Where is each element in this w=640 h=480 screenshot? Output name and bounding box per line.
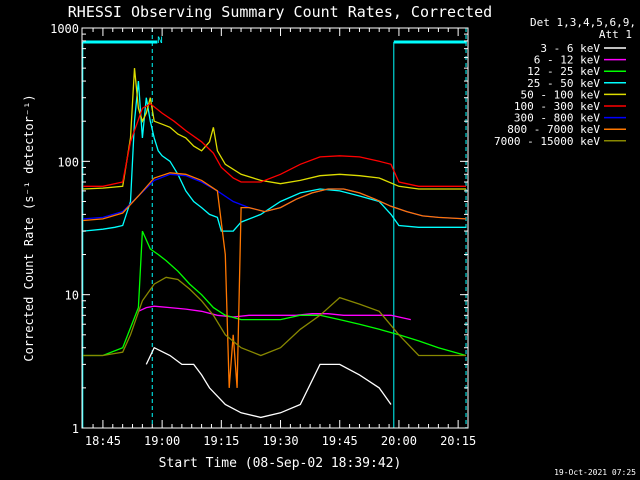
y-tick-label: 1000 [50, 22, 79, 36]
y-tick-label: 10 [65, 289, 79, 303]
x-tick-label: 18:45 [85, 434, 121, 448]
series-line [145, 346, 392, 419]
y-tick-label: 1 [72, 422, 79, 436]
legend-entry-label: 7000 - 15000 keV [494, 135, 600, 148]
chart-title: RHESSI Observing Summary Count Rates, Co… [68, 3, 492, 21]
series-line [83, 276, 466, 357]
x-tick-label: 19:45 [322, 434, 358, 448]
legend-entry-label: 50 - 100 keV [521, 88, 601, 101]
y-tick-label: 100 [57, 155, 79, 169]
timestamp: 19-Oct-2021 07:25 [554, 468, 636, 477]
night-marker-label: N [157, 36, 162, 46]
series-line [138, 305, 411, 321]
series-line [83, 103, 466, 187]
x-tick-label: 19:00 [144, 434, 180, 448]
x-tick-label: 20:15 [440, 434, 476, 448]
series-line [83, 172, 467, 388]
legend-entry-label: 3 - 6 keV [540, 42, 600, 55]
series-line [83, 230, 467, 357]
x-tick-label: 19:30 [262, 434, 298, 448]
plot-area: N 1 10 100 1000 18:45 19:00 19:15 19:30 19:45 20:0… [50, 22, 476, 448]
legend-entry-label: 12 - 25 keV [527, 65, 600, 78]
legend-entry-label: 800 - 7000 keV [507, 123, 600, 136]
plot-frame [81, 27, 469, 429]
x-tick-label: 19:15 [203, 434, 239, 448]
legend-entry-label: 100 - 300 keV [514, 100, 600, 113]
legend-header-line-1: Det 1,3,4,5,6,9, [530, 16, 636, 29]
x-tick-label: 20:00 [381, 434, 417, 448]
y-axis-label: Corrected Count Rate (s⁻¹ detector⁻¹) [22, 94, 36, 361]
legend-entry-label: 300 - 800 keV [514, 112, 600, 125]
legend-header-line-2: Att 1 [599, 28, 632, 41]
x-axis-label: Start Time (08-Sep-02 18:39:42) [159, 456, 402, 471]
legend-entry-label: 25 - 50 keV [527, 77, 600, 90]
legend-entry-label: 6 - 12 keV [534, 54, 601, 67]
